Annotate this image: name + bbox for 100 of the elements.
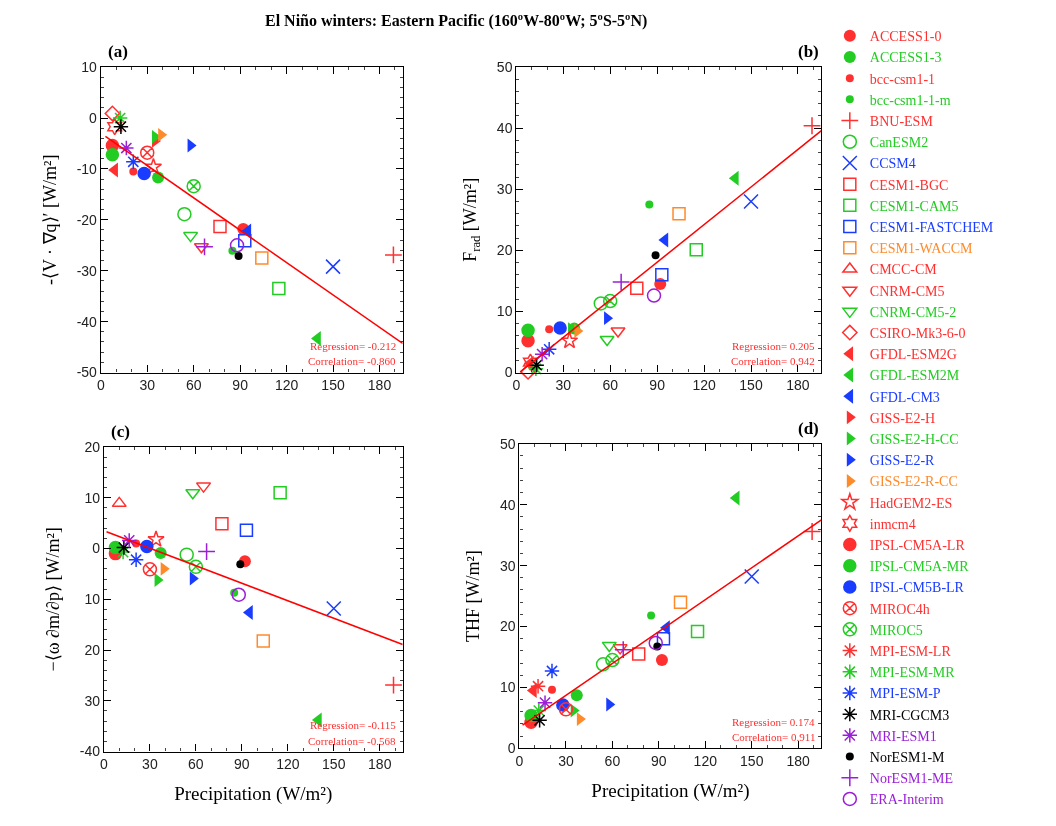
x-tick-label: 60: [602, 377, 619, 394]
x-tick-label: 180: [367, 377, 392, 394]
legend-label: GFDL-ESM2G: [869, 347, 957, 363]
legend-label: GFDL-ESM2M: [869, 368, 960, 384]
legend-label: MRI-CGCM3: [869, 707, 950, 723]
legend-label: ACCESS1-3: [869, 50, 942, 66]
legend-label: GISS-E2-R-CC: [869, 474, 958, 490]
x-tick-label: 120: [693, 753, 718, 770]
annotation: Correlation= 0.942: [731, 355, 815, 367]
legend-label: MPI-ESM-LR: [869, 644, 952, 660]
y-tick-label: 20: [84, 438, 101, 455]
y-axis-title: -⟨V · ∇q⟩′ [W/m²]: [39, 154, 60, 286]
legend-label: CNRM-CM5-2: [869, 304, 957, 320]
legend-label: ACCESS1-0: [869, 29, 942, 45]
y-tick-label: 0: [89, 109, 98, 126]
y-tick-label: -50: [76, 364, 98, 381]
legend-label: MPI-ESM-MR: [869, 665, 956, 681]
y-tick-label: 10: [84, 591, 101, 608]
y-tick-label: 30: [496, 181, 513, 198]
x-tick-label: 150: [739, 377, 763, 394]
y-tick-label: -20: [76, 211, 98, 228]
legend-label: BNU-ESM: [869, 114, 934, 130]
legend-label: CESM1-WACCM: [869, 241, 974, 257]
text: (a): [108, 42, 128, 61]
legend-label: MIROC4h: [869, 601, 930, 617]
y-tick-label: 20: [500, 618, 516, 635]
legend-label: inmcm4: [869, 516, 916, 532]
y-tick-label: 40: [500, 496, 516, 513]
y-tick-label: 20: [84, 641, 101, 658]
x-tick-label: 180: [368, 756, 392, 773]
legend-label: GISS-E2-H-CC: [869, 432, 959, 448]
x-tick-label: 60: [604, 753, 621, 770]
y-axis-title: THF [W/m²]: [463, 550, 484, 643]
legend-label: CanESM2: [869, 135, 929, 151]
x-tick-label: 90: [234, 756, 250, 773]
y-tick-label: 20: [496, 242, 513, 259]
legend-label: HadGEM2-ES: [869, 495, 953, 511]
y-tick-label: 10: [500, 679, 516, 696]
y-tick-label: 0: [504, 364, 513, 381]
legend-label: CESM1-BGC: [869, 177, 949, 193]
y-tick-label: 30: [500, 557, 516, 574]
y-tick-label: 50: [500, 435, 516, 452]
x-axis-title: Precipitation (W/m²): [174, 783, 333, 806]
annotation: Regression= 0.174: [732, 716, 816, 728]
text: El Niño winters: Eastern Pacific (160ºW-80ºW; 5ºS-5ºN): [265, 12, 648, 30]
legend-label: ERA-Interim: [869, 792, 944, 808]
text: (c): [111, 422, 130, 441]
legend-label: NorESM1-M: [869, 750, 946, 766]
x-tick-label: 150: [321, 377, 345, 394]
annotation: Correlation= 0.911: [732, 731, 816, 743]
y-tick-label: -30: [76, 262, 98, 279]
y-tick-label: 10: [84, 489, 101, 506]
y-tick-label: 50: [496, 59, 513, 76]
legend-label: MRI-ESM1: [869, 728, 937, 744]
annotation: Correlation= -0.568: [308, 735, 396, 747]
text: (b): [798, 42, 819, 61]
x-tick-label: 90: [651, 753, 667, 770]
y-tick-label: 0: [507, 740, 516, 757]
y-tick-label: 40: [496, 120, 513, 137]
y-tick-label: 10: [496, 303, 513, 320]
x-tick-label: 90: [649, 377, 666, 394]
x-tick-label: 120: [274, 377, 299, 394]
annotation: Regression= -0.115: [310, 719, 397, 731]
annotation: Regression= 0.205: [732, 340, 816, 352]
legend-label: IPSL-CM5A-MR: [869, 559, 970, 575]
y-tick-label: -40: [79, 743, 101, 760]
legend-label: CESM1-CAM5: [869, 198, 959, 214]
x-tick-label: 60: [185, 377, 202, 394]
y-tick-label: 30: [84, 692, 101, 709]
annotation: Regression= -0.212: [310, 340, 397, 352]
legend-label: GISS-E2-H: [869, 410, 936, 426]
annotation: Correlation= -0.860: [308, 355, 396, 367]
x-tick-label: 180: [786, 753, 811, 770]
x-tick-label: 30: [558, 753, 574, 770]
x-tick-label: 120: [692, 377, 716, 394]
legend-label: NorESM1-ME: [869, 771, 954, 787]
x-tick-label: 180: [786, 377, 810, 394]
legend-label: CMCC-CM: [869, 262, 938, 278]
text: (d): [798, 419, 819, 438]
legend-label: MIROC5: [869, 622, 923, 638]
legend-label: CNRM-CM5: [869, 283, 945, 299]
legend-label: CSIRO-Mk3-6-0: [869, 326, 966, 342]
x-axis-title: Precipitation (W/m²): [591, 780, 750, 803]
x-tick-label: 30: [142, 756, 158, 773]
x-tick-label: 150: [740, 753, 764, 770]
y-tick-label: 10: [81, 59, 98, 76]
legend-label: bcc-csm1-1: [869, 71, 936, 87]
legend-label: CESM1-FASTCHEM: [869, 220, 994, 236]
legend-label: bcc-csm1-1-m: [869, 92, 951, 108]
legend-label: IPSL-CM5A-LR: [869, 538, 966, 554]
legend-label: IPSL-CM5B-LR: [869, 580, 965, 596]
legend-label: MPI-ESM-P: [869, 686, 941, 702]
legend-label: GFDL-CM3: [869, 389, 940, 405]
x-tick-label: 150: [322, 756, 346, 773]
y-axis-title: −⟨ω ∂m/∂p⟩ [W/m²]: [43, 527, 64, 672]
x-tick-label: 90: [232, 377, 249, 394]
x-tick-label: 60: [188, 756, 204, 773]
legend-label: CCSM4: [869, 156, 916, 172]
x-tick-label: 30: [139, 377, 156, 394]
legend-label: GISS-E2-R: [869, 453, 936, 469]
